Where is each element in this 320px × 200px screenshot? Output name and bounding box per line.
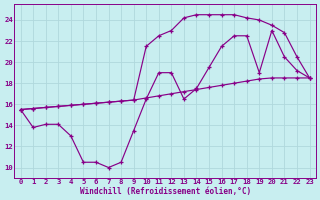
X-axis label: Windchill (Refroidissement éolien,°C): Windchill (Refroidissement éolien,°C) — [79, 187, 251, 196]
